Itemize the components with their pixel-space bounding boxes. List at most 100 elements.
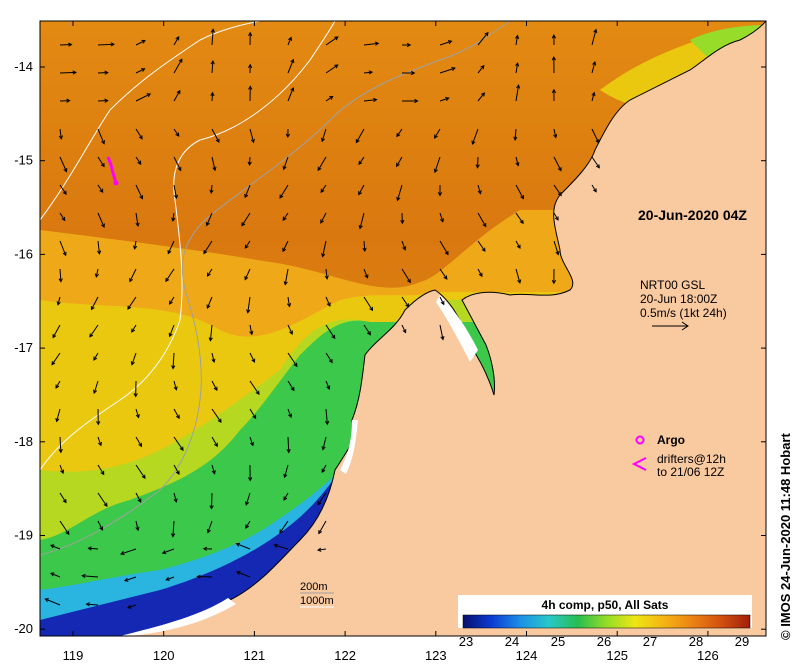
- current-vector-arrow: [196, 574, 213, 579]
- current-vector-arrow: [363, 324, 371, 336]
- current-vector-arrow: [135, 128, 143, 140]
- colorbar-ramp: [462, 614, 751, 629]
- current-vector-arrow: [169, 296, 175, 305]
- current-vector-arrow: [439, 324, 445, 341]
- current-vector-arrow: [515, 156, 520, 167]
- current-vector-arrow: [477, 92, 486, 102]
- current-vector-arrow: [247, 464, 253, 482]
- current-vector-arrow: [287, 87, 295, 102]
- current-vector-arrow: [96, 408, 101, 426]
- current-vector-arrow: [171, 212, 176, 222]
- current-vector-arrow: [324, 408, 330, 426]
- current-vector-arrow: [362, 240, 367, 253]
- current-vector-arrow: [50, 544, 61, 550]
- current-vector-arrow: [135, 520, 140, 532]
- drifter-legend-icon: [631, 457, 647, 471]
- colorbar-ticks: 23 24 25 26 27 28 29: [459, 634, 749, 649]
- current-vector-arrow: [247, 156, 252, 167]
- lat-tick-label: -17: [14, 340, 33, 355]
- no-data-patch-2: [436, 295, 478, 362]
- argo-track: [106, 156, 119, 186]
- current-vector-arrow: [475, 156, 480, 169]
- current-vector-arrow: [173, 156, 182, 172]
- current-vector-arrow: [127, 296, 137, 310]
- current-vector-arrow: [59, 98, 71, 103]
- current-vector-arrow: [97, 184, 104, 194]
- current-vector-arrow: [285, 128, 291, 139]
- current-vector-arrow: [211, 352, 216, 364]
- current-vector-arrow: [59, 156, 68, 173]
- current-vector-arrow: [244, 240, 251, 249]
- current-vector-arrow: [477, 240, 486, 252]
- current-vector-arrow: [244, 268, 251, 281]
- current-vector-arrow: [287, 324, 293, 335]
- current-vector-arrow: [211, 380, 218, 392]
- current-vector-arrow: [401, 70, 416, 76]
- current-vector-arrow: [515, 268, 522, 284]
- current-vector-arrow: [317, 492, 327, 506]
- current-vector-arrow: [245, 492, 251, 506]
- latitude-axis: -14 -15 -16 -17 -18 -19 -20: [14, 59, 766, 636]
- current-vector-arrow: [173, 492, 178, 503]
- colorbar-tick-label: 28: [689, 634, 703, 649]
- current-vector-arrow: [249, 352, 256, 363]
- current-vector-arrow: [52, 324, 61, 339]
- current-vector-arrow: [283, 268, 289, 286]
- colorbar-tick-label: 26: [597, 634, 611, 649]
- current-vector-arrow: [515, 62, 520, 74]
- lat-tick-label: -19: [14, 528, 33, 543]
- argo-position-marker: [113, 180, 119, 186]
- current-vector-arrow: [553, 240, 560, 256]
- current-vector-arrow: [320, 184, 327, 194]
- current-vector-arrow: [248, 85, 253, 102]
- current-vector-arrow: [81, 573, 99, 579]
- argo-legend: Argo: [635, 433, 685, 447]
- current-vector-arrow: [287, 352, 298, 368]
- current-vector-arrow: [85, 602, 99, 607]
- current-vector-arrow: [173, 464, 180, 476]
- current-vector-arrow: [58, 436, 63, 454]
- current-vector-arrow: [477, 212, 487, 228]
- current-vector-arrow: [401, 268, 411, 284]
- current-vector-arrow: [173, 58, 183, 74]
- lat-tick-label: -20: [14, 621, 33, 636]
- current-vector-arrow: [437, 184, 443, 197]
- current-vector-arrow: [249, 324, 254, 336]
- current-vector-arrow: [167, 240, 175, 255]
- colorbar-tick-label: 27: [643, 634, 657, 649]
- current-vector-arrow: [235, 542, 251, 550]
- current-vector-arrow: [358, 184, 365, 196]
- current-vector-arrow: [135, 93, 152, 102]
- drifters-legend-line2: to 21/06 12Z: [657, 465, 724, 479]
- current-vector-arrow: [135, 436, 143, 448]
- current-vector-arrow: [553, 212, 559, 221]
- current-vector-arrow: [355, 128, 365, 144]
- current-vector-arrow: [44, 598, 61, 606]
- current-vector-arrow: [287, 380, 295, 392]
- current-vector-arrow: [211, 464, 216, 475]
- current-vector-arrow: [358, 156, 365, 166]
- current-vector-arrow: [161, 548, 175, 555]
- lon-tick-label: 124: [516, 648, 538, 663]
- current-vector-arrow: [173, 89, 181, 102]
- current-vector-arrow: [321, 240, 327, 258]
- map-area: [40, 21, 766, 636]
- current-vector-arrow: [244, 184, 251, 199]
- current-vector-arrow: [477, 184, 482, 195]
- current-vector-arrow: [59, 184, 67, 196]
- current-vector-arrow: [515, 34, 520, 46]
- colorbar-tick-label: 24: [505, 634, 519, 649]
- current-vector-arrow: [131, 324, 137, 333]
- current-vector-arrow: [439, 268, 448, 280]
- lon-tick-label: 121: [244, 648, 266, 663]
- current-vector-arrow: [513, 128, 518, 141]
- current-vector-arrow: [133, 380, 138, 398]
- current-vector-arrow: [283, 464, 289, 479]
- current-vector-arrow: [321, 464, 327, 474]
- current-vector-arrow: [247, 63, 253, 74]
- current-vector-arrow: [439, 212, 444, 223]
- current-vector-arrow: [396, 184, 403, 202]
- current-vector-arrow: [97, 212, 105, 228]
- timestamp-label: 20-Jun-2020 04Z: [638, 207, 747, 223]
